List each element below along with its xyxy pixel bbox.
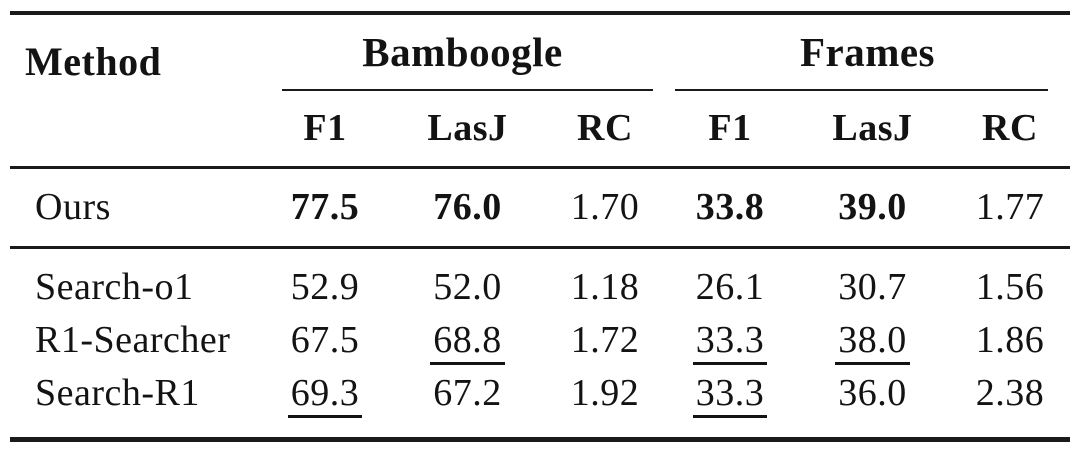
ours-separator-rule <box>10 246 1070 249</box>
cell-value: 1.92 <box>570 372 640 414</box>
cell-value: 33.8 <box>695 186 765 228</box>
table-row-ours: Ours 77.5 76.0 1.70 33.8 39.0 1.77 <box>10 167 1070 247</box>
cell-frames-rc: 1.77 <box>950 188 1070 226</box>
bottom-rule <box>10 437 1070 442</box>
col-header-frames-lasj: LasJ <box>832 107 913 149</box>
bamboogle-cmidrule <box>282 89 653 91</box>
cell-value: 69.3 <box>287 374 363 418</box>
cell-bamboogle-lasj: 68.8 <box>390 321 545 365</box>
cell-frames-f1: 33.3 <box>665 321 795 365</box>
cell-bamboogle-f1: 77.5 <box>260 188 390 226</box>
cell-value: 1.56 <box>975 266 1045 308</box>
cell-value: 1.72 <box>570 318 640 361</box>
cell-frames-lasj: 36.0 <box>795 374 950 412</box>
cell-bamboogle-rc: 1.92 <box>545 374 665 412</box>
cell-frames-rc: 2.38 <box>950 374 1070 412</box>
cell-frames-f1: 26.1 <box>665 268 795 306</box>
cell-value: 39.0 <box>838 186 907 228</box>
cell-bamboogle-rc: 1.18 <box>545 268 665 306</box>
cell-bamboogle-lasj: 67.2 <box>390 374 545 412</box>
header-rule <box>10 166 1070 169</box>
method-name: Ours <box>35 186 111 228</box>
method-name: Search-o1 <box>35 266 194 308</box>
table-row-search-r1: Search-R1 69.3 67.2 1.92 33.3 36.0 2.38 <box>10 366 1070 420</box>
top-rule <box>10 11 1070 15</box>
col-header-bamboogle-f1: F1 <box>303 107 347 149</box>
cell-value: 26.1 <box>695 266 765 308</box>
cell-value: 36.0 <box>838 372 907 414</box>
col-header-bamboogle-lasj: LasJ <box>427 107 508 149</box>
block-spacer <box>10 247 1070 261</box>
cell-frames-f1: 33.8 <box>665 188 795 226</box>
group-header-row: Bamboogle Frames <box>10 15 1070 89</box>
method-name: R1-Searcher <box>35 318 231 361</box>
cell-bamboogle-rc: 1.72 <box>545 321 665 359</box>
cell-value: 76.0 <box>433 186 502 228</box>
table-row-r1-searcher: R1-Searcher 67.5 68.8 1.72 33.3 38.0 1.8… <box>10 313 1070 366</box>
results-table: Bamboogle Frames F1 LasJ RC F1 LasJ RC O… <box>10 15 1070 420</box>
cell-value: 1.70 <box>570 186 640 228</box>
cell-frames-lasj: 30.7 <box>795 268 950 306</box>
cell-value: 1.77 <box>975 186 1045 228</box>
cell-value: 52.0 <box>433 266 502 308</box>
cell-value: 33.3 <box>692 321 768 365</box>
table-row-search-o1: Search-o1 52.9 52.0 1.18 26.1 30.7 1.56 <box>10 261 1070 313</box>
cell-value: 67.5 <box>290 318 360 361</box>
cell-value: 67.2 <box>433 372 502 414</box>
cell-frames-lasj: 39.0 <box>795 188 950 226</box>
cell-frames-lasj: 38.0 <box>795 321 950 365</box>
group-header-bamboogle: Bamboogle <box>362 28 563 75</box>
col-header-frames-rc: RC <box>982 107 1038 149</box>
cell-value: 68.8 <box>430 321 505 365</box>
cell-value: 1.18 <box>570 266 640 308</box>
cell-frames-f1: 33.3 <box>665 374 795 418</box>
cell-bamboogle-lasj: 52.0 <box>390 268 545 306</box>
method-column-header: Method <box>25 38 162 84</box>
cell-value: 52.9 <box>290 266 360 308</box>
cell-bamboogle-f1: 69.3 <box>260 374 390 418</box>
cell-value: 30.7 <box>838 266 907 308</box>
cell-frames-rc: 1.86 <box>950 321 1070 359</box>
cell-value: 38.0 <box>835 321 910 365</box>
subheader-row: F1 LasJ RC F1 LasJ RC <box>10 89 1070 167</box>
cell-value: 77.5 <box>290 186 360 228</box>
group-header-frames: Frames <box>799 28 936 75</box>
cell-bamboogle-lasj: 76.0 <box>390 188 545 226</box>
col-header-bamboogle-rc: RC <box>577 107 633 149</box>
cell-bamboogle-rc: 1.70 <box>545 188 665 226</box>
col-header-frames-f1: F1 <box>708 107 752 149</box>
cell-frames-rc: 1.56 <box>950 268 1070 306</box>
frames-cmidrule <box>675 89 1048 91</box>
cell-value: 33.3 <box>692 374 768 418</box>
cell-bamboogle-f1: 52.9 <box>260 268 390 306</box>
cell-value: 2.38 <box>975 372 1045 414</box>
cell-bamboogle-f1: 67.5 <box>260 321 390 359</box>
cell-value: 1.86 <box>975 318 1045 361</box>
method-name: Search-R1 <box>35 372 200 414</box>
